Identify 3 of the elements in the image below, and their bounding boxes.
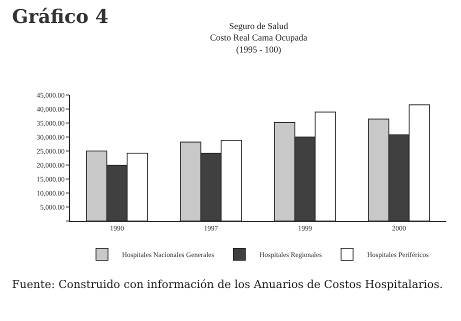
source-note: Fuente: Construido con información de los Anuarios de Costos Hospitalarios.: [12, 278, 443, 291]
chart-subtitle: Seguro de Salud Costo Real Cama Ocupada (1995 - 100): [210, 21, 308, 54]
chart-title: Gráfico 4: [12, 6, 108, 28]
